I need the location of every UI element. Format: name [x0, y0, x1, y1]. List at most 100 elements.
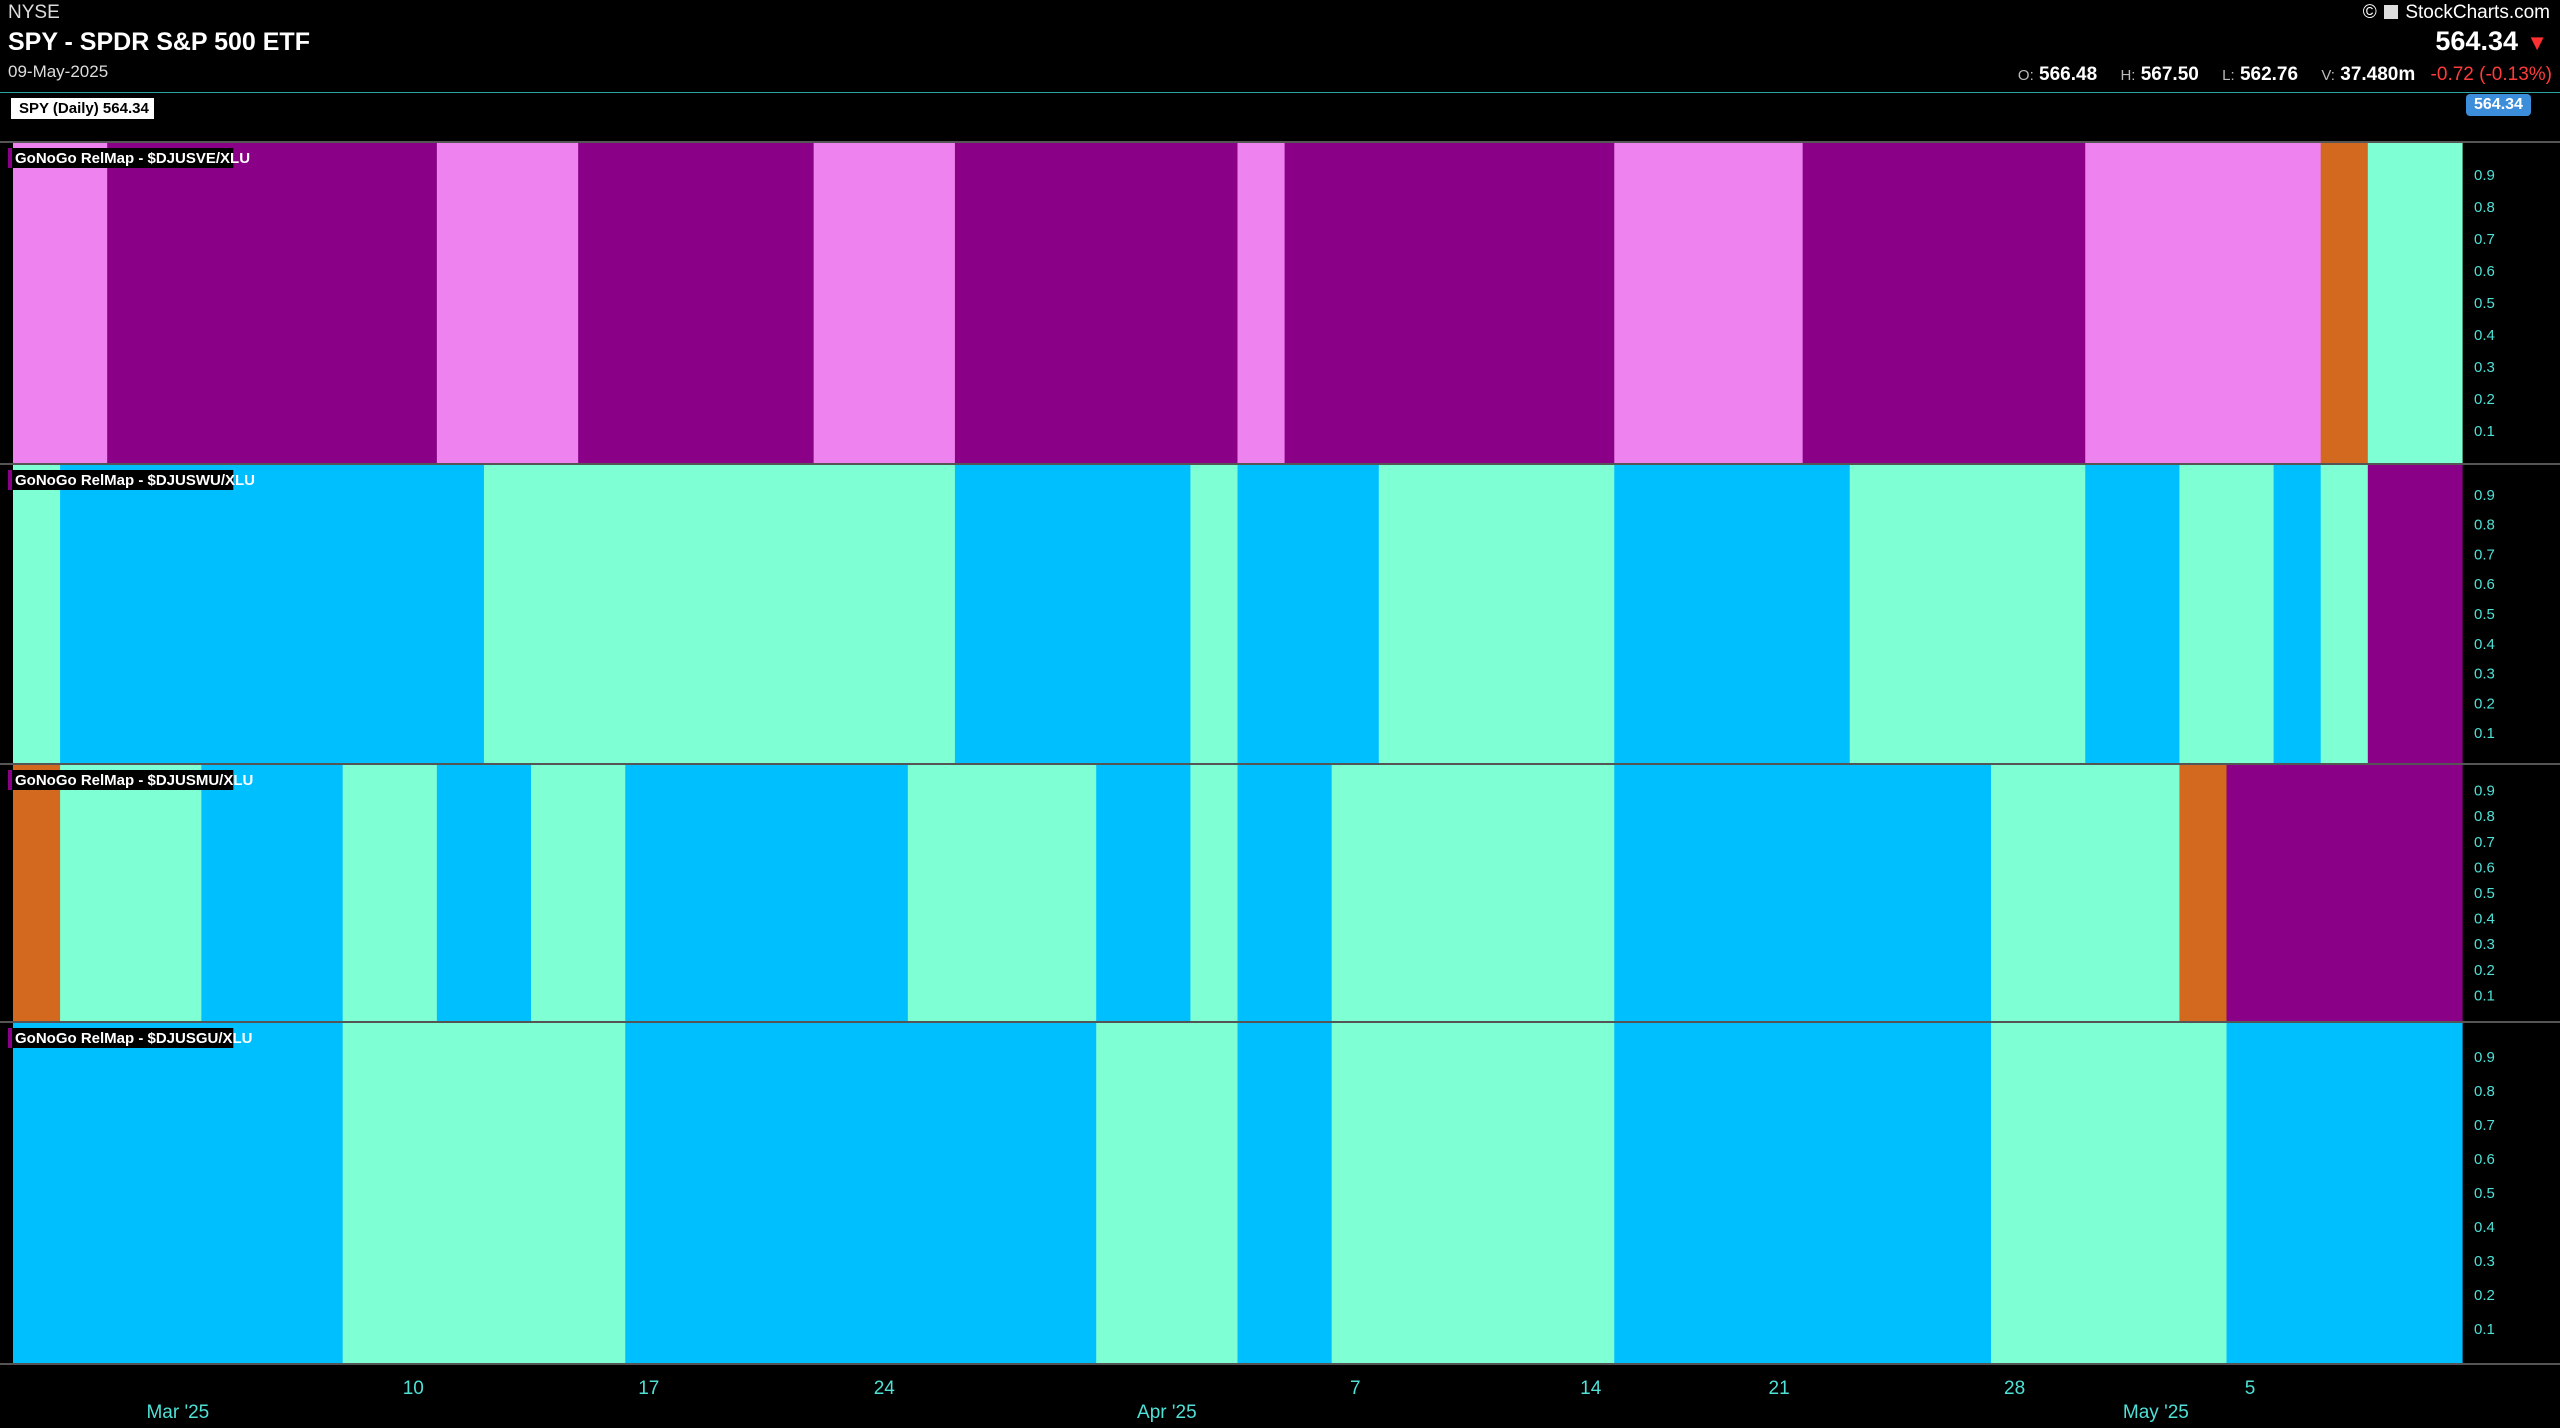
y-tick-label: 0.2 — [2474, 391, 2495, 408]
y-tick-label: 0.4 — [2474, 327, 2495, 344]
relmap-cell-aqua — [1991, 765, 2181, 1021]
month-label: Apr '25 — [1137, 1402, 1197, 1423]
panel-label-bg — [12, 1028, 234, 1048]
relmap-cell-pink — [1614, 143, 1804, 463]
brand-text: StockCharts.com — [2405, 2, 2550, 23]
y-tick-label: 0.9 — [2474, 1049, 2495, 1066]
relmap-cell-purple — [954, 143, 1239, 463]
relmap-cell-aqua — [342, 765, 438, 1021]
relmap-cell-aqua — [1991, 1023, 2228, 1363]
x-tick-label: 14 — [1580, 1378, 1602, 1399]
copyright-icon: © — [2362, 2, 2377, 23]
relmap-cell-blue — [2085, 465, 2181, 763]
y-tick-label: 0.4 — [2474, 1219, 2495, 1236]
relmap-cell-blue — [436, 765, 532, 1021]
relmap-cell-blue — [1614, 1023, 1992, 1363]
relmap-cell-aqua — [531, 765, 626, 1021]
panel-label-marker — [8, 470, 12, 490]
volume-value: 37.480m — [2340, 64, 2416, 85]
low-label: L: — [2222, 67, 2235, 84]
relmap-cell-blue — [2273, 465, 2322, 763]
relmap-cell-blue — [60, 465, 485, 763]
y-tick-label: 0.1 — [2474, 725, 2495, 742]
relmap-cell-aqua — [483, 465, 956, 763]
y-tick-label: 0.2 — [2474, 1287, 2495, 1304]
panel-label: GoNoGo RelMap - $DJUSMU/XLU — [8, 770, 253, 790]
relmap-cell-blue — [1614, 765, 1992, 1021]
relmap-cell-blue — [1237, 765, 1333, 1021]
y-tick-label: 0.2 — [2474, 695, 2495, 712]
relmap-cell-blue — [13, 1023, 344, 1363]
stockcharts-logo-icon — [2384, 5, 2399, 19]
price-panel-label: SPY (Daily) 564.34 — [6, 98, 154, 119]
month-label: May '25 — [2123, 1402, 2189, 1423]
price-tag: 564.34 — [2466, 94, 2531, 116]
low-value: 562.76 — [2239, 64, 2299, 85]
y-tick-label: 0.6 — [2474, 263, 2495, 280]
relmap-cell-aqua — [1190, 465, 1239, 763]
panel-label-text: GoNoGo RelMap - $DJUSMU/XLU — [15, 772, 253, 789]
relmap-cell-aqua — [60, 765, 202, 1021]
relmap-cell-aqua — [907, 765, 1097, 1021]
y-tick-label: 0.5 — [2474, 606, 2495, 623]
relmap-cell-aqua — [342, 1023, 626, 1363]
relmap-cell-blue — [2226, 1023, 2463, 1363]
x-tick-label: 21 — [1769, 1378, 1790, 1399]
relmap-cell-aqua — [13, 465, 61, 763]
panel-label-bg — [12, 470, 234, 490]
relmap-cell-blue — [625, 1023, 1097, 1363]
y-tick-label: 0.5 — [2474, 295, 2495, 312]
relmap-cell-purple — [2367, 465, 2463, 763]
panel-label-text: GoNoGo RelMap - $DJUSWU/XLU — [15, 472, 255, 489]
y-tick-label: 0.9 — [2474, 783, 2495, 800]
y-tick-label: 0.4 — [2474, 636, 2495, 653]
relmap-cell-orange — [2179, 765, 2228, 1021]
y-tick-label: 0.3 — [2474, 936, 2495, 953]
relmap-cell-orange — [2320, 143, 2369, 463]
x-tick-label: 17 — [638, 1378, 659, 1399]
high-value: 567.50 — [2140, 64, 2199, 85]
y-tick-label: 0.1 — [2474, 1321, 2495, 1338]
x-tick-label: 24 — [874, 1378, 896, 1399]
relmap-cell-blue — [625, 765, 909, 1021]
y-tick-label: 0.7 — [2474, 1117, 2495, 1134]
relmap-panel-3: GoNoGo RelMap - $DJUSMU/XLU 0.9 0.8 0.7 0.6 0… — [0, 763, 2560, 1021]
down-arrow-icon: ▼ — [2526, 30, 2548, 55]
relmap-cell-blue — [1237, 465, 1380, 763]
y-tick-label: 0.7 — [2474, 231, 2495, 248]
month-label: Mar '25 — [146, 1402, 209, 1423]
y-tick-label: 0.9 — [2474, 487, 2495, 504]
y-tick-label: 0.6 — [2474, 859, 2495, 876]
price-change: -0.72 (-0.13%) — [2430, 64, 2552, 85]
y-tick-label: 0.6 — [2474, 576, 2495, 593]
y-tick-label: 0.8 — [2474, 199, 2495, 216]
relmap-cell-aqua — [2179, 465, 2275, 763]
exchange-label: NYSE — [8, 2, 60, 23]
chart-date: 09-May-2025 — [8, 62, 109, 81]
y-tick-label: 0.3 — [2474, 666, 2495, 683]
relmap-cell-purple — [2226, 765, 2463, 1021]
relmap-cell-pink — [2085, 143, 2322, 463]
relmap-cell-aqua — [1331, 765, 1615, 1021]
y-tick-label: 0.6 — [2474, 1151, 2495, 1168]
open-value: 566.48 — [2039, 64, 2098, 85]
y-tick-label: 0.2 — [2474, 962, 2495, 979]
last-price: 564.34 — [2435, 26, 2518, 56]
y-tick-label: 0.1 — [2474, 987, 2495, 1004]
y-tick-label: 0.4 — [2474, 911, 2495, 928]
y-tick-label: 0.5 — [2474, 885, 2495, 902]
x-tick-label: 10 — [403, 1378, 424, 1399]
relmap-cell-aqua — [1331, 1023, 1615, 1363]
relmap-cell-aqua — [1190, 765, 1239, 1021]
relmap-cell-aqua — [1096, 1023, 1239, 1363]
relmap-cell-aqua — [1849, 465, 2086, 763]
relmap-cell-blue — [1614, 465, 1851, 763]
relmap-cell-blue — [1096, 765, 1192, 1021]
relmap-cell-purple — [1802, 143, 2086, 463]
relmap-cell-purple — [107, 143, 438, 463]
panel-label-marker — [8, 148, 12, 168]
y-tick-label: 0.3 — [2474, 359, 2495, 376]
y-tick-label: 0.9 — [2474, 167, 2495, 184]
panel-label-text: GoNoGo RelMap - $DJUSVE/XLU — [15, 150, 250, 167]
